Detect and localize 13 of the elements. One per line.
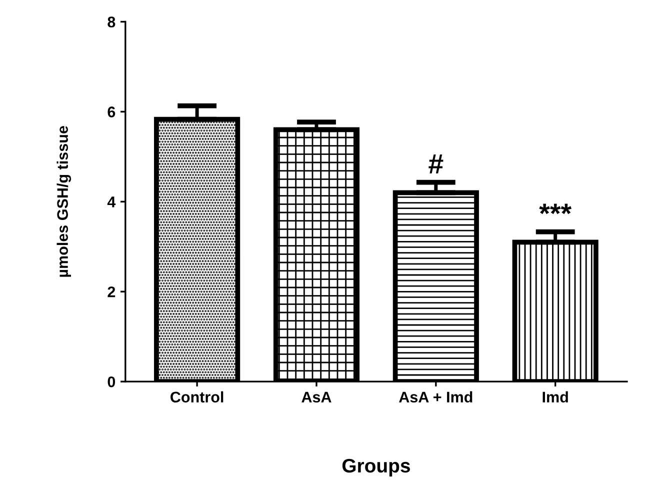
x-tick-label: AsA [302,392,332,403]
x-tick-label: Control [170,391,224,403]
x-tick-label: AsA + Imd [399,391,472,403]
y-tick-label: 4 [107,196,116,208]
y-axis-title: µmoles GSH/g tissue [56,126,72,277]
x-tick-label: Imd [542,391,568,403]
x-axis-title: Groups [342,458,410,476]
y-tick-label: 2 [108,286,116,298]
y-tick-label: 8 [108,16,116,28]
annotation: # [428,154,444,174]
y-tick-label: 0 [108,376,116,388]
y-tick-label: 6 [108,106,116,118]
annotation: *** [539,204,572,214]
